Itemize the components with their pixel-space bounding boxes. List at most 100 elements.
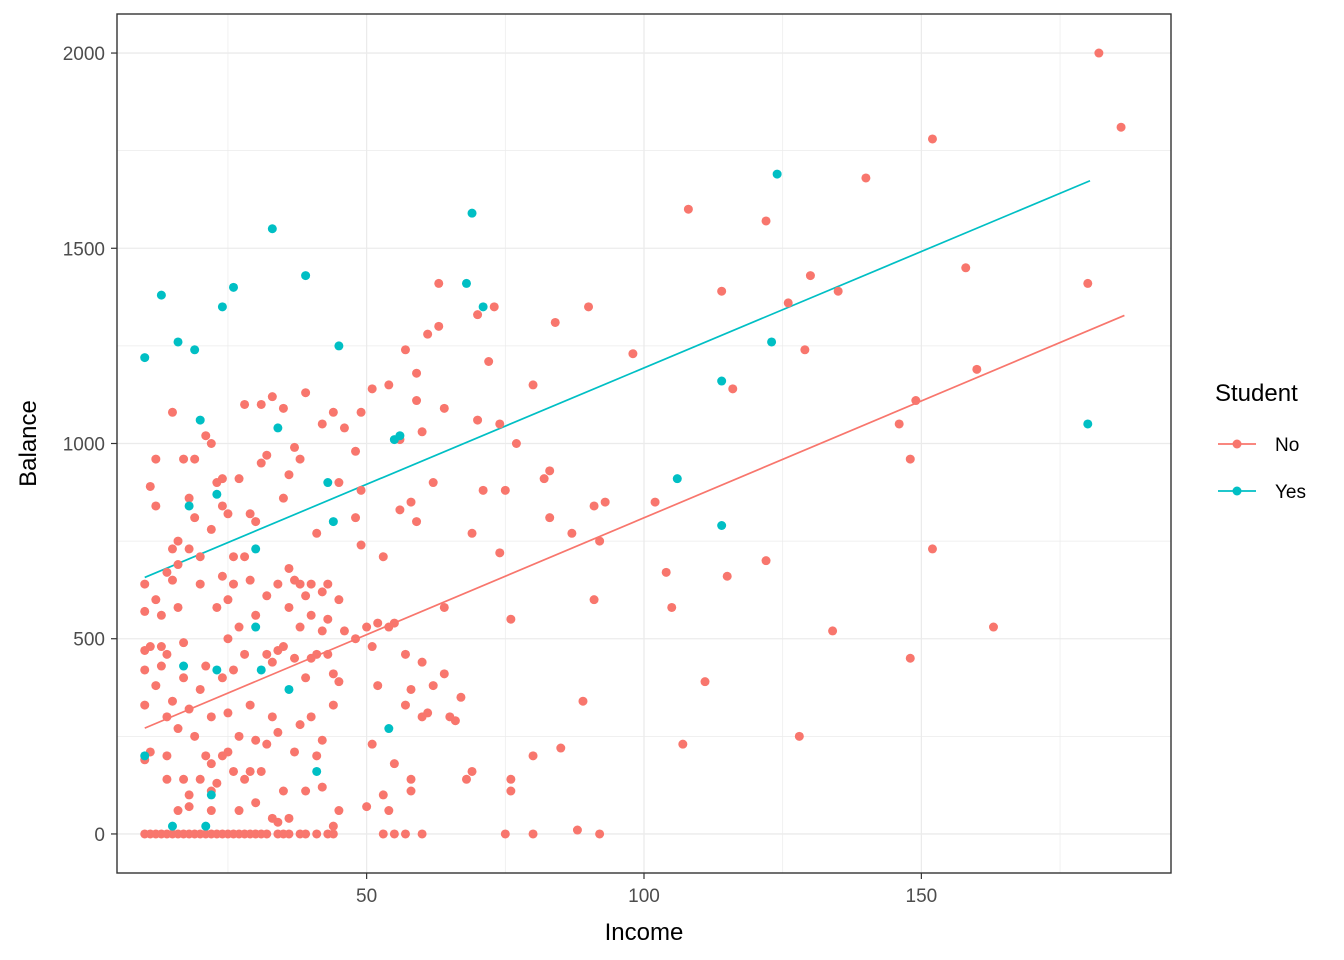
point-no bbox=[589, 595, 599, 605]
point-no bbox=[295, 579, 305, 589]
point-no bbox=[328, 700, 338, 710]
point-no bbox=[173, 536, 183, 546]
point-no bbox=[406, 786, 416, 796]
point-no bbox=[1083, 278, 1093, 288]
point-no bbox=[206, 759, 216, 769]
point-no bbox=[262, 591, 272, 601]
point-no bbox=[861, 173, 871, 183]
x-axis-title: Income bbox=[605, 919, 684, 946]
point-no bbox=[384, 806, 394, 816]
point-no bbox=[190, 513, 200, 523]
point-no bbox=[395, 505, 405, 515]
point-no bbox=[972, 364, 982, 374]
point-no bbox=[467, 766, 477, 776]
point-no bbox=[184, 493, 194, 503]
x-tick-label: 100 bbox=[628, 886, 660, 907]
point-no bbox=[367, 384, 377, 394]
point-no bbox=[295, 454, 305, 464]
point-no bbox=[201, 661, 211, 671]
point-no bbox=[278, 642, 288, 652]
point-yes bbox=[140, 353, 150, 363]
point-yes bbox=[201, 821, 211, 831]
point-no bbox=[312, 528, 322, 538]
point-no bbox=[328, 829, 338, 839]
point-no bbox=[800, 345, 810, 355]
point-no bbox=[317, 782, 327, 792]
point-yes bbox=[467, 208, 477, 218]
point-no bbox=[400, 649, 410, 659]
point-yes bbox=[717, 376, 727, 386]
point-no bbox=[267, 392, 277, 402]
point-yes bbox=[212, 489, 222, 499]
point-no bbox=[245, 766, 255, 776]
legend-title: Student bbox=[1215, 380, 1298, 407]
point-no bbox=[572, 825, 582, 835]
point-no bbox=[434, 278, 444, 288]
x-tick-label: 150 bbox=[906, 886, 938, 907]
point-yes bbox=[179, 661, 189, 671]
point-no bbox=[545, 513, 555, 523]
point-no bbox=[351, 446, 361, 456]
point-no bbox=[761, 216, 771, 226]
point-yes bbox=[284, 684, 294, 694]
point-no bbox=[256, 399, 266, 409]
point-no bbox=[556, 743, 566, 753]
point-no bbox=[406, 497, 416, 507]
x-tick-label: 50 bbox=[356, 886, 377, 907]
point-no bbox=[212, 778, 222, 788]
point-no bbox=[578, 696, 588, 706]
point-no bbox=[156, 610, 166, 620]
x-axis-ticks: 50 100 150 bbox=[356, 873, 937, 907]
point-no bbox=[927, 134, 937, 144]
point-yes bbox=[140, 751, 150, 761]
point-no bbox=[267, 657, 277, 667]
point-no bbox=[273, 579, 283, 589]
point-no bbox=[506, 786, 516, 796]
point-no bbox=[278, 786, 288, 796]
point-no bbox=[278, 493, 288, 503]
point-no bbox=[228, 766, 238, 776]
point-no bbox=[306, 712, 316, 722]
point-no bbox=[506, 614, 516, 624]
point-no bbox=[650, 497, 660, 507]
point-no bbox=[550, 317, 560, 327]
point-no bbox=[961, 263, 971, 273]
point-no bbox=[783, 298, 793, 308]
point-no bbox=[456, 692, 466, 702]
point-yes bbox=[228, 282, 238, 292]
point-no bbox=[661, 567, 671, 577]
point-no bbox=[234, 622, 244, 632]
point-no bbox=[328, 669, 338, 679]
point-no bbox=[240, 774, 250, 784]
legend-key-point-no bbox=[1232, 439, 1242, 449]
point-no bbox=[245, 509, 255, 519]
point-no bbox=[234, 806, 244, 816]
point-no bbox=[362, 802, 372, 812]
point-no bbox=[173, 724, 183, 734]
point-yes bbox=[212, 665, 222, 675]
point-no bbox=[600, 497, 610, 507]
point-yes bbox=[206, 790, 216, 800]
point-no bbox=[195, 552, 205, 562]
point-no bbox=[245, 700, 255, 710]
point-no bbox=[339, 423, 349, 433]
point-yes bbox=[395, 431, 405, 441]
point-no bbox=[278, 403, 288, 413]
point-no bbox=[528, 751, 538, 761]
point-no bbox=[428, 681, 438, 691]
point-no bbox=[489, 302, 499, 312]
point-no bbox=[412, 517, 422, 527]
point-no bbox=[240, 552, 250, 562]
point-no bbox=[295, 622, 305, 632]
point-no bbox=[412, 368, 422, 378]
point-no bbox=[273, 817, 283, 827]
point-no bbox=[384, 380, 394, 390]
y-tick-label: 0 bbox=[94, 825, 105, 846]
point-no bbox=[306, 610, 316, 620]
point-no bbox=[234, 474, 244, 484]
point-no bbox=[495, 419, 505, 429]
point-no bbox=[378, 552, 388, 562]
point-no bbox=[545, 466, 555, 476]
point-yes bbox=[461, 278, 471, 288]
point-yes bbox=[251, 622, 261, 632]
